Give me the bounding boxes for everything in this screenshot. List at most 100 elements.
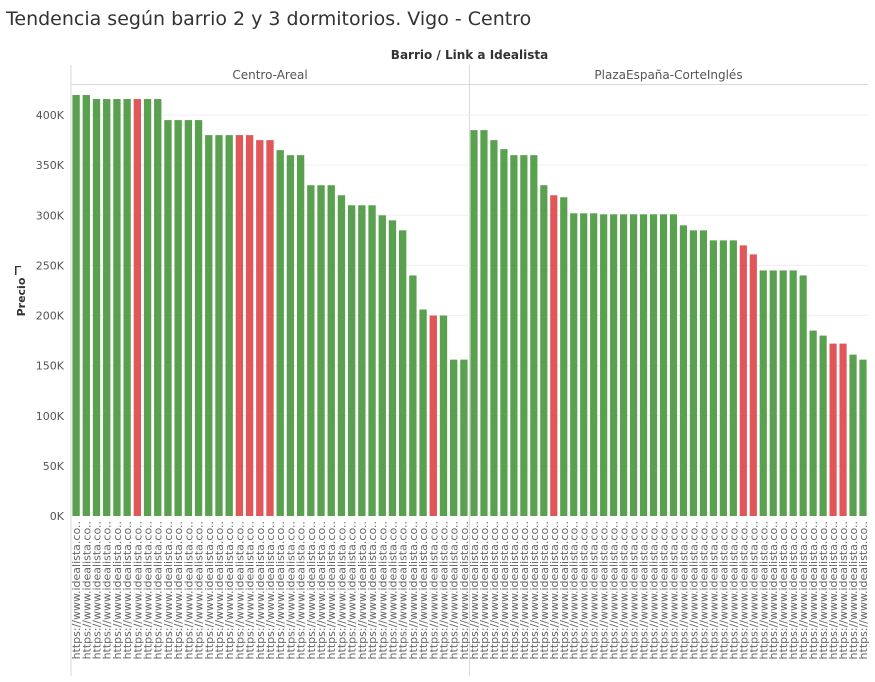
bar <box>113 99 121 516</box>
bar <box>439 315 448 516</box>
bar <box>276 150 284 516</box>
x-tick-label: https://www.idealista.co.. <box>608 521 621 659</box>
x-tick-label: https://www.idealista.co.. <box>386 521 399 659</box>
x-tick-label: https://www.idealista.co.. <box>223 521 236 659</box>
bar <box>154 99 162 516</box>
x-tick-label: https://www.idealista.co.. <box>264 521 277 659</box>
x-tick-label: https://www.idealista.co.. <box>101 521 114 659</box>
x-tick-label: https://www.idealista.co.. <box>787 521 800 659</box>
bar <box>368 205 376 517</box>
x-tick-label: https://www.idealista.co.. <box>162 521 175 659</box>
bar <box>398 230 407 516</box>
bar <box>92 99 101 516</box>
bar <box>789 270 797 516</box>
bar <box>409 275 417 516</box>
bar <box>590 213 598 516</box>
bar <box>550 195 558 517</box>
x-tick-label: https://www.idealista.co.. <box>697 521 710 659</box>
x-tick-label: https://www.idealista.co.. <box>233 521 246 659</box>
x-tick-label: https://www.idealista.co.. <box>244 521 257 659</box>
x-tick-label: https://www.idealista.co.. <box>797 521 810 659</box>
bar <box>419 309 427 516</box>
bar <box>123 99 131 516</box>
bar <box>266 140 274 516</box>
bar <box>580 213 588 516</box>
x-tick-label: https://www.idealista.co.. <box>111 521 124 659</box>
x-tick-label: https://www.idealista.co.. <box>727 521 740 659</box>
bar <box>679 225 688 517</box>
bar <box>450 359 458 516</box>
y-tick-label: 200K <box>36 310 65 323</box>
bar <box>560 197 568 516</box>
x-tick-label: https://www.idealista.co.. <box>468 521 481 659</box>
x-tick-label: https://www.idealista.co.. <box>284 521 297 659</box>
bar <box>174 120 182 517</box>
x-tick-label: https://www.idealista.co.. <box>767 521 780 659</box>
x-tick-label: https://www.idealista.co.. <box>508 521 521 659</box>
x-tick-label: https://www.idealista.co.. <box>598 521 611 659</box>
bar <box>307 185 315 517</box>
x-tick-label: https://www.idealista.co.. <box>528 521 541 659</box>
y-tick-label: 50K <box>43 460 65 473</box>
x-tick-label: https://www.idealista.co.. <box>80 521 93 659</box>
bar <box>600 214 608 517</box>
y-tick-label: 350K <box>36 159 65 172</box>
bar <box>610 214 618 517</box>
bar <box>358 205 366 517</box>
bar <box>245 135 254 516</box>
x-tick-label: https://www.idealista.co.. <box>356 521 369 659</box>
sort-icon <box>15 272 17 275</box>
x-tick-label: https://www.idealista.co.. <box>757 521 770 659</box>
bar <box>809 330 817 516</box>
y-tick-label: 0K <box>50 510 65 523</box>
x-tick-label: https://www.idealista.co.. <box>747 521 760 659</box>
bar <box>689 230 698 516</box>
bar <box>470 130 478 516</box>
x-tick-label: https://www.idealista.co.. <box>488 521 501 659</box>
x-tick-label: https://www.idealista.co.. <box>658 521 671 659</box>
x-tick-label: https://www.idealista.co.. <box>588 521 601 659</box>
bar <box>143 99 152 516</box>
x-tick-label: https://www.idealista.co.. <box>91 521 104 659</box>
bar <box>719 240 727 516</box>
x-tick-label: https://www.idealista.co.. <box>568 521 581 659</box>
x-tick-label: https://www.idealista.co.. <box>648 521 661 659</box>
x-tick-label: https://www.idealista.co.. <box>817 521 830 659</box>
x-tick-label: https://www.idealista.co.. <box>407 521 420 659</box>
x-tick-label: https://www.idealista.co.. <box>518 521 531 659</box>
x-tick-label: https://www.idealista.co.. <box>827 521 840 659</box>
x-tick-label: https://www.idealista.co.. <box>121 521 134 659</box>
x-tick-label: https://www.idealista.co.. <box>315 521 328 659</box>
panel-header: Centro-Areal <box>232 68 307 82</box>
bar <box>347 205 356 517</box>
bar <box>819 335 827 516</box>
bar <box>709 240 717 516</box>
bar <box>699 230 708 516</box>
x-tick-label: https://www.idealista.co.. <box>376 521 389 659</box>
bar <box>235 135 244 516</box>
x-tick-label: https://www.idealista.co.. <box>152 521 165 659</box>
bar <box>769 270 777 516</box>
x-tick-label: https://www.idealista.co.. <box>857 521 870 659</box>
y-tick-label: 250K <box>36 259 65 272</box>
x-tick-label: https://www.idealista.co.. <box>182 521 195 659</box>
bar <box>510 155 518 517</box>
x-tick-label: https://www.idealista.co.. <box>628 521 641 659</box>
bar <box>378 215 386 517</box>
bar <box>82 95 90 516</box>
x-tick-label: https://www.idealista.co.. <box>498 521 511 659</box>
bar <box>460 359 468 516</box>
bar <box>620 214 628 517</box>
bar <box>184 120 193 517</box>
x-tick-label: https://www.idealista.co.. <box>417 521 430 659</box>
x-tick-label: https://www.idealista.co.. <box>558 521 571 659</box>
bar <box>849 354 857 516</box>
x-tick-label: https://www.idealista.co.. <box>737 521 750 659</box>
y-tick-label: 400K <box>36 109 65 122</box>
x-tick-label: https://www.idealista.co.. <box>274 521 287 659</box>
sort-icon <box>15 266 17 271</box>
bar <box>317 185 325 517</box>
x-tick-label: https://www.idealista.co.. <box>213 521 226 659</box>
x-tick-label: https://www.idealista.co.. <box>847 521 860 659</box>
x-tick-label: https://www.idealista.co.. <box>458 521 471 659</box>
